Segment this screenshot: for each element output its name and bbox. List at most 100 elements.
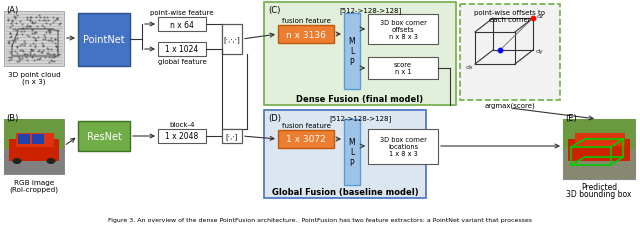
Point [51, 45, 61, 48]
Text: (C): (C) [268, 7, 280, 16]
Point [4, 32, 15, 36]
Text: dx: dx [465, 65, 473, 70]
Point [47, 40, 57, 43]
Point [45, 48, 56, 52]
Bar [158, 129, 206, 143]
Point [24, 25, 35, 29]
Point [9, 16, 19, 19]
Point [45, 32, 55, 35]
Point [40, 22, 51, 25]
Point [40, 56, 51, 60]
Text: Global Fusion (baseline model): Global Fusion (baseline model) [272, 188, 419, 197]
Point [48, 53, 58, 57]
Point [28, 50, 38, 53]
Text: Figure 3. An overview of the dense PointFusion architecture.  PointFusion has tw: Figure 3. An overview of the dense Point… [108, 218, 532, 223]
Text: Dense Fusion (final model): Dense Fusion (final model) [296, 95, 424, 104]
Point [3, 19, 13, 23]
Point [34, 19, 44, 22]
Point [10, 38, 20, 42]
Point [51, 45, 61, 49]
Bar [278, 130, 334, 148]
Point [11, 29, 21, 33]
Point [41, 31, 51, 34]
Point [6, 56, 16, 59]
Bar [32, 134, 44, 144]
Point [22, 59, 32, 63]
Point [47, 60, 57, 64]
Point [15, 20, 25, 23]
Point [38, 45, 48, 48]
Point [29, 53, 39, 56]
Text: RGB image: RGB image [14, 179, 54, 185]
Point [49, 56, 60, 59]
Text: fusion feature: fusion feature [282, 122, 330, 128]
Point [28, 21, 38, 25]
Bar [16, 133, 54, 147]
Bar [4, 149, 64, 174]
Point [27, 55, 37, 59]
Point [25, 51, 35, 55]
Point [44, 61, 54, 65]
Bar [78, 122, 130, 151]
Point [24, 53, 35, 56]
Point [46, 58, 56, 62]
Point [15, 58, 25, 62]
Point [6, 22, 16, 25]
Point [7, 39, 17, 43]
Point [19, 30, 29, 34]
Bar [563, 149, 635, 179]
Point [50, 19, 60, 23]
Point [12, 45, 22, 49]
Bar [4, 12, 64, 67]
Point [28, 59, 38, 62]
Bar [158, 18, 206, 32]
Point [21, 26, 31, 29]
Point [35, 16, 45, 20]
Point [36, 51, 46, 54]
Point [39, 26, 49, 30]
Point [17, 43, 28, 46]
Point [52, 17, 63, 21]
Text: [512->128->128]: [512->128->128] [339, 8, 401, 14]
Text: n x 3136: n x 3136 [286, 30, 326, 39]
Point [50, 42, 60, 46]
Point [17, 57, 27, 61]
Point [10, 17, 20, 20]
Text: (A): (A) [6, 7, 19, 16]
Point [22, 24, 32, 28]
Point [38, 19, 49, 23]
Bar [563, 119, 635, 179]
Point [44, 32, 54, 35]
Bar [344, 119, 360, 185]
Bar [563, 119, 635, 149]
Point [22, 53, 32, 57]
Point [4, 42, 15, 46]
Text: 1 x 2048: 1 x 2048 [165, 132, 198, 141]
Point [37, 42, 47, 46]
Point [50, 55, 60, 58]
Point [26, 17, 36, 20]
Point [3, 41, 13, 45]
Point [6, 58, 17, 61]
Point [43, 48, 53, 52]
Point [52, 50, 62, 53]
Point [5, 26, 15, 29]
Point [12, 52, 22, 56]
Point [40, 19, 51, 22]
Point [26, 48, 36, 51]
Point [22, 25, 33, 29]
Point [28, 36, 38, 39]
Point [17, 33, 28, 37]
Point [6, 19, 17, 23]
Point [4, 56, 14, 60]
Point [52, 46, 62, 49]
Text: 3D box corner
offsets
n x 8 x 3: 3D box corner offsets n x 8 x 3 [380, 20, 426, 40]
Text: point-wise feature: point-wise feature [150, 10, 214, 16]
Point [48, 21, 58, 25]
Point [27, 56, 37, 60]
Point [44, 28, 54, 32]
Point [31, 58, 42, 62]
Bar [278, 26, 334, 44]
Point [20, 42, 30, 46]
Point [45, 53, 55, 57]
